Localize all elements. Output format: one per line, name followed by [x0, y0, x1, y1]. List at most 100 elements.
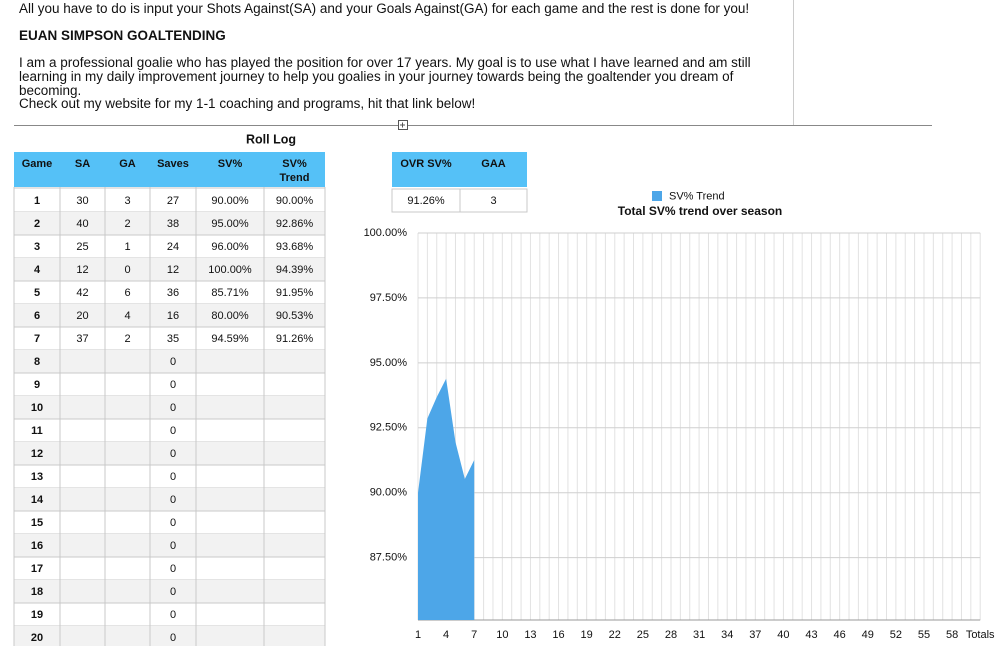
intro: All you have to do is input your Shots A… [0, 0, 794, 125]
row-label: 6 [34, 310, 40, 322]
cell: 42 [76, 287, 88, 299]
cell: 0 [170, 609, 176, 621]
table-title: Roll Log [246, 132, 296, 146]
cell: 95.00% [211, 218, 249, 230]
cell: 100.00% [208, 264, 252, 276]
cell: 40 [76, 218, 88, 230]
row-band [14, 258, 325, 281]
x-tick-label: 10 [496, 629, 508, 641]
y-tick-label: 100.00% [364, 227, 408, 239]
row-label: 1 [34, 195, 40, 207]
column-header: Game [22, 158, 53, 170]
cell: 0 [170, 402, 176, 414]
cell: 12 [167, 264, 179, 276]
cell: 37 [76, 333, 88, 345]
cell: 92.86% [276, 218, 314, 230]
expand-icon-plus [400, 122, 405, 128]
summary-header-label: GAA [481, 158, 506, 170]
cell: 0 [170, 563, 176, 575]
row-label: 16 [31, 540, 43, 552]
heading: EUAN SIMPSON GOALTENDING [19, 28, 226, 43]
row-label: 2 [34, 218, 40, 230]
row-label: 7 [34, 333, 40, 345]
cell: 0 [170, 494, 176, 506]
column-header: SV% [218, 158, 243, 170]
cell: 24 [167, 241, 179, 253]
x-tick-label: 31 [693, 629, 705, 641]
x-tick-label: 25 [637, 629, 649, 641]
row-band [14, 350, 325, 373]
column-header: GA [119, 158, 136, 170]
cell: 0 [124, 264, 130, 276]
x-tick-label: 40 [777, 629, 789, 641]
row-band [14, 580, 325, 603]
row-label: 15 [31, 517, 43, 529]
cell: 6 [124, 287, 130, 299]
intro-text: All you have to do is input your Shots A… [19, 1, 750, 16]
cell: 94.39% [276, 264, 314, 276]
cell: 35 [167, 333, 179, 345]
x-tick-label: 49 [862, 629, 874, 641]
cell: 93.68% [276, 241, 314, 253]
about-text: I am a professional goalie who has playe… [19, 55, 751, 98]
cell: 4 [124, 310, 130, 322]
row-label: 9 [34, 379, 40, 391]
x-tick-label: 52 [890, 629, 902, 641]
x-tick-label: 43 [805, 629, 817, 641]
row-label: 20 [31, 632, 43, 644]
cell: 85.71% [211, 287, 249, 299]
column-header: Saves [157, 158, 189, 170]
row-label: 17 [31, 563, 43, 575]
chart-title: Total SV% trend over season [618, 204, 783, 218]
cell: 0 [170, 471, 176, 483]
cell: 2 [124, 333, 130, 345]
cell: 0 [170, 586, 176, 598]
cell: 0 [170, 517, 176, 529]
row-band [14, 488, 325, 511]
x-tick-label: 7 [471, 629, 477, 641]
header-row [14, 152, 325, 187]
cell: 90.00% [276, 195, 314, 207]
x-tick-label: 28 [665, 629, 677, 641]
cell: 16 [167, 310, 179, 322]
area [418, 378, 475, 620]
y-tick-label: 90.00% [370, 487, 408, 499]
x-tick-label: 16 [552, 629, 564, 641]
cell: 90.53% [276, 310, 314, 322]
row-label: 10 [31, 402, 43, 414]
cell: 0 [170, 356, 176, 368]
cell: 25 [76, 241, 88, 253]
cell: 91.95% [276, 287, 314, 299]
x-tick-label: 37 [749, 629, 761, 641]
row-label: 3 [34, 241, 40, 253]
cell: 94.59% [211, 333, 249, 345]
cell: 38 [167, 218, 179, 230]
y-tick-label: 87.50% [370, 552, 408, 564]
summary-value: 91.26% [407, 195, 445, 207]
x-tick-label: 34 [721, 629, 733, 641]
cell: 12 [76, 264, 88, 276]
x-tick-label: 4 [443, 629, 449, 641]
row-label: 11 [31, 425, 43, 437]
y-tick-label: 97.50% [370, 292, 408, 304]
row-band [14, 212, 325, 235]
column-header: SV% Trend [280, 158, 310, 184]
x-tick-label: 19 [581, 629, 593, 641]
row-label: 4 [34, 264, 41, 276]
summary-value: 3 [490, 195, 496, 207]
cell: 1 [124, 241, 130, 253]
row-band [14, 304, 325, 327]
row-band [14, 626, 325, 646]
cell: 0 [170, 540, 176, 552]
cell: 27 [167, 195, 179, 207]
legend-label: SV% Trend [669, 190, 725, 202]
cell: 30 [76, 195, 88, 207]
x-tick-label: 22 [609, 629, 621, 641]
x-tick-label: 55 [918, 629, 930, 641]
cell: 0 [170, 379, 176, 391]
x-tick-label: 58 [946, 629, 958, 641]
row-label: 13 [31, 471, 43, 483]
legend-swatch [652, 191, 662, 201]
